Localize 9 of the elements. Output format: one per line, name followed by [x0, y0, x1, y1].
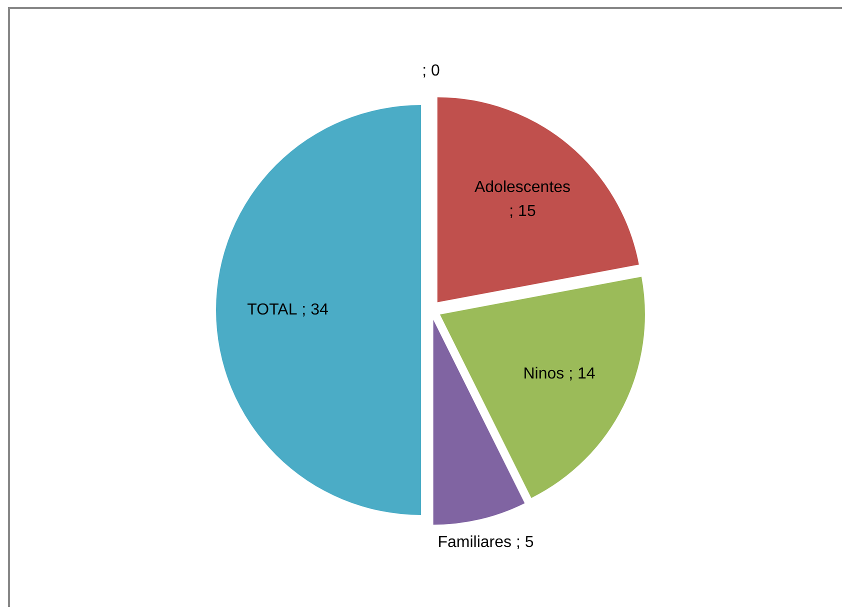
slice-label: Ninos — [523, 365, 564, 382]
slice-label: TOTAL — [247, 301, 298, 318]
data-label: ; 15 — [509, 203, 536, 220]
data-label: ; 14 — [568, 365, 596, 382]
text: ; 0 — [422, 62, 440, 80]
slice-label: Familiares — [438, 534, 512, 552]
data-label: ; 34 — [302, 301, 328, 318]
slice-label: Adolescentes — [474, 179, 571, 196]
data-label: ; 5 — [516, 534, 534, 552]
